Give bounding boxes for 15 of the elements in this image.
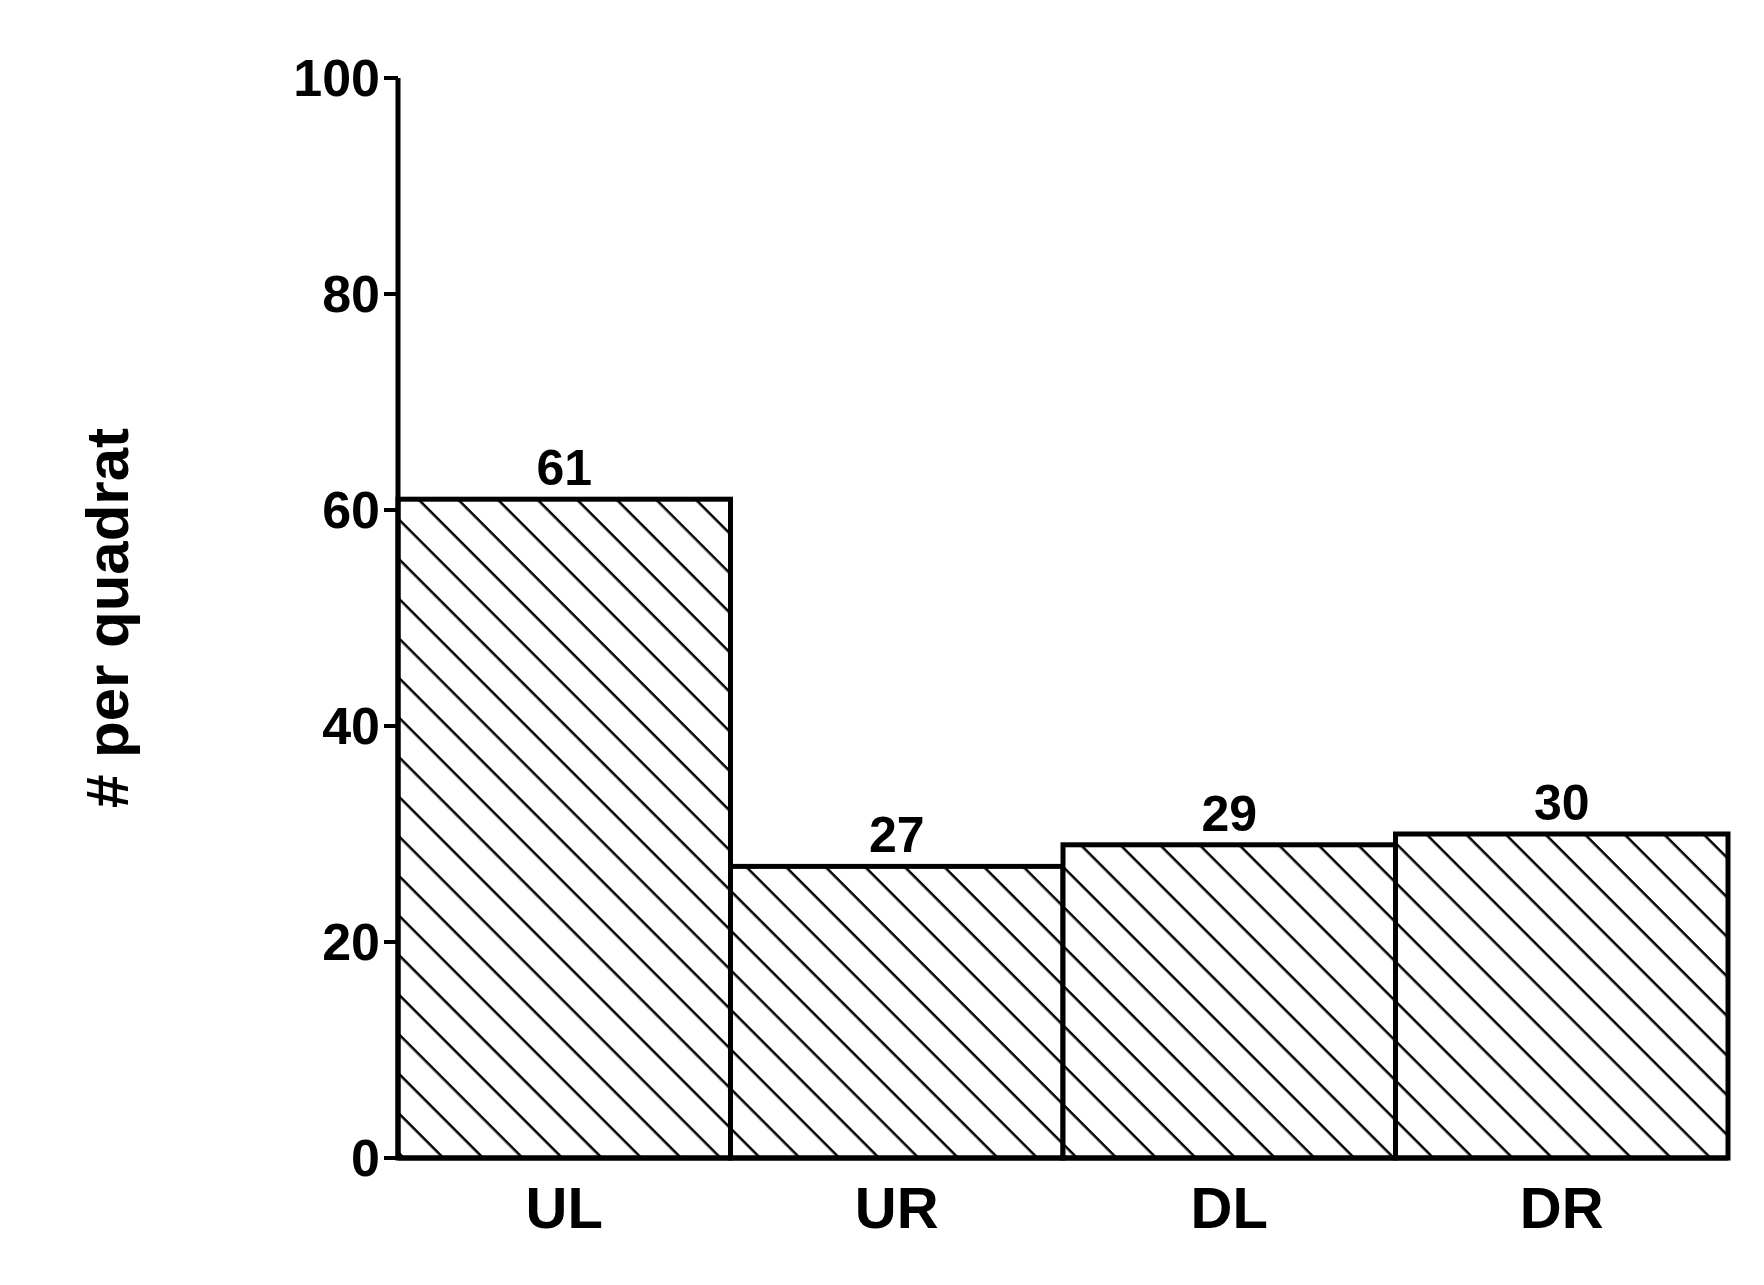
y-axis-title: # per quadrat: [74, 427, 141, 809]
x-tick-label: DR: [1519, 1175, 1604, 1240]
y-tick-label: 80: [322, 265, 380, 324]
x-tick-label: UR: [854, 1175, 939, 1240]
y-tick-label: 0: [351, 1129, 380, 1188]
x-tick-label: DL: [1190, 1175, 1268, 1240]
data-label: 30: [1533, 775, 1590, 831]
data-label: 29: [1201, 785, 1258, 842]
y-tick-label: 100: [293, 49, 380, 108]
y-tick-label: 20: [322, 913, 380, 972]
x-tick-label: UL: [525, 1175, 603, 1240]
data-label: 27: [868, 807, 925, 864]
data-label: 61: [536, 440, 593, 497]
y-tick-label: 60: [322, 481, 380, 540]
y-tick-label: 40: [322, 697, 380, 756]
